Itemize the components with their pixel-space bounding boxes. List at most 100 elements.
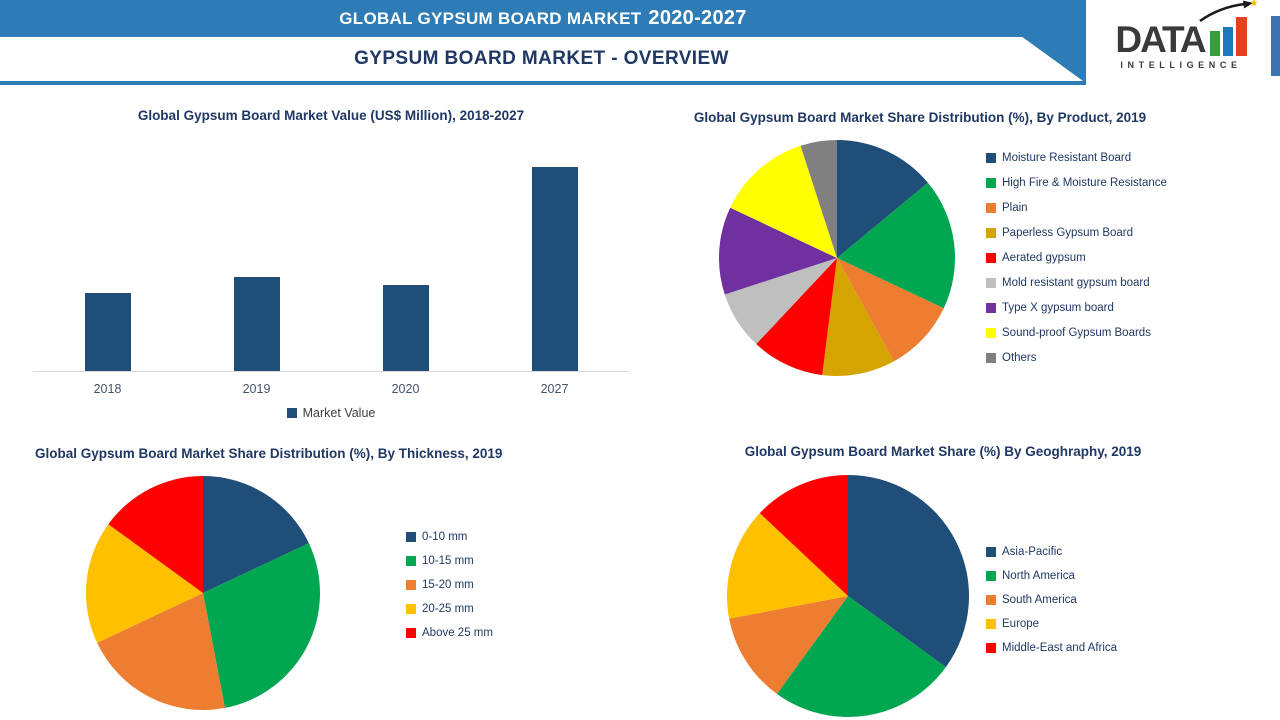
legend-label: Mold resistant gypsum board (1002, 276, 1150, 289)
product-pie-legend: Moisture Resistant Board High Fire & Mois… (986, 145, 1167, 370)
page-title: GLOBAL GYPSUM BOARD MARKET 2020-2027 (0, 0, 1086, 37)
logo-green-bar (1209, 30, 1220, 56)
legend-item: Market Value (286, 406, 376, 420)
legend-item: Others (986, 345, 1167, 370)
pie-slice (822, 258, 894, 376)
page-title-years: 2020-2027 (648, 7, 747, 29)
pie-slice (837, 140, 928, 258)
bar-slot (182, 167, 331, 371)
pie-slice (86, 524, 203, 643)
legend-label: 10-15 mm (422, 555, 474, 567)
legend-item: High Fire & Moisture Resistance (986, 170, 1167, 195)
legend-swatch-icon (986, 643, 996, 653)
legend-swatch-icon (986, 619, 996, 629)
pie-slice (97, 593, 225, 710)
legend-label: Others (1002, 351, 1037, 364)
logo-wordmark: DATA (1115, 0, 1258, 61)
pie-slice (108, 476, 203, 593)
legend-swatch-icon (986, 252, 996, 263)
pie-slice (837, 258, 944, 362)
legend-label: Europe (1002, 618, 1040, 630)
legend-item: Plain (986, 195, 1167, 220)
bar-chart-x-axis-labels: 2018 2019 2020 2027 (33, 382, 629, 396)
legend-swatch-icon (986, 595, 996, 605)
legend-label: South America (1002, 594, 1077, 606)
legend-item: 0-10 mm (406, 525, 493, 549)
legend-item: 15-20 mm (406, 573, 493, 597)
geography-pie-legend: Asia-Pacific North America South America Eu… (986, 540, 1117, 660)
logo-subtext: INTELLIGENCE (1120, 59, 1242, 70)
top-banner: GLOBAL GYPSUM BOARD MARKET 2020-2027 GYP… (0, 0, 1086, 85)
legend-swatch-icon (986, 352, 996, 363)
subtitle-band: GYPSUM BOARD MARKET - OVERVIEW (0, 37, 1083, 81)
legend-swatch-icon (406, 628, 416, 638)
datam-intelligence-logo: DATA INTELLIGENCE (1098, 0, 1264, 80)
pie-slice (729, 596, 848, 694)
pie-slice (756, 258, 837, 376)
legend-item: Aerated gypsum (986, 245, 1167, 270)
legend-item: 10-15 mm (406, 549, 493, 573)
legend-item: Type X gypsum board (986, 295, 1167, 320)
legend-swatch-icon (406, 532, 416, 542)
legend-swatch-icon (406, 556, 416, 566)
legend-swatch-icon (986, 177, 996, 188)
legend-swatch-icon (986, 571, 996, 581)
bar-slot (480, 167, 629, 371)
legend-label: Moisture Resistant Board (1002, 151, 1132, 164)
pie-slice (730, 145, 837, 258)
geography-pie-chart (727, 475, 969, 717)
legend-item: Middle-East and Africa (986, 636, 1117, 660)
legend-label: Market Value (302, 406, 376, 420)
x-axis-label: 2020 (391, 382, 420, 396)
legend-swatch-icon (406, 604, 416, 614)
pie-slice (776, 596, 946, 717)
pie-slice (203, 543, 320, 708)
legend-label: Middle-East and Africa (1002, 642, 1118, 654)
market-value-bar-chart (33, 167, 629, 372)
thickness-pie-chart (86, 476, 320, 710)
legend-swatch-icon (986, 202, 996, 213)
logo-text: DATA (1115, 19, 1206, 61)
legend-item: Asia-Pacific (986, 540, 1117, 564)
star-icon (1249, 0, 1258, 6)
legend-swatch-icon (986, 547, 996, 557)
legend-item: Paperless Gypsum Board (986, 220, 1167, 245)
pie-slice (719, 207, 837, 295)
bar-slot (331, 167, 480, 371)
product-pie-title: Global Gypsum Board Market Share Distrib… (693, 110, 1147, 125)
x-axis-label: 2027 (540, 382, 569, 396)
legend-swatch-icon (986, 302, 996, 313)
right-accent-strip (1271, 16, 1280, 76)
legend-item: Mold resistant gypsum board (986, 270, 1167, 295)
legend-swatch-icon (986, 152, 996, 163)
legend-label: 0-10 mm (422, 531, 468, 543)
legend-label: High Fire & Moisture Resistance (1002, 176, 1167, 189)
legend-label: Asia-Pacific (1002, 546, 1063, 558)
pie-slice (727, 513, 848, 619)
logo-blue-bar (1222, 26, 1233, 56)
logo-bar-chart-icon (1198, 0, 1258, 56)
legend-label: Plain (1002, 201, 1028, 214)
pie-slice (724, 258, 837, 345)
product-pie-chart (719, 140, 955, 376)
legend-label: Sound-proof Gypsum Boards (1002, 326, 1151, 339)
legend-label: Aerated gypsum (1002, 251, 1086, 264)
legend-item: Above 25 mm (406, 621, 493, 645)
x-axis-label: 2019 (242, 382, 271, 396)
bar (84, 293, 131, 371)
pie-slice (759, 475, 848, 596)
bar-slot (33, 167, 182, 371)
bar (382, 285, 429, 371)
page-title-text: GLOBAL GYPSUM BOARD MARKET (339, 8, 642, 28)
bar-chart-legend: Market Value (33, 406, 629, 420)
legend-label: 20-25 mm (422, 603, 474, 615)
legend-swatch-icon (406, 580, 416, 590)
legend-item: Moisture Resistant Board (986, 145, 1167, 170)
thickness-pie-legend: 0-10 mm 10-15 mm 15-20 mm 20-25 mm Above 25 … (406, 525, 493, 645)
pie-slice (800, 140, 837, 258)
growth-arrow-icon (1198, 0, 1258, 22)
legend-swatch-icon (286, 408, 297, 418)
bar-chart-title: Global Gypsum Board Market Value (US$ Mi… (137, 108, 525, 123)
legend-label: Type X gypsum board (1002, 301, 1114, 314)
legend-item: Europe (986, 612, 1117, 636)
